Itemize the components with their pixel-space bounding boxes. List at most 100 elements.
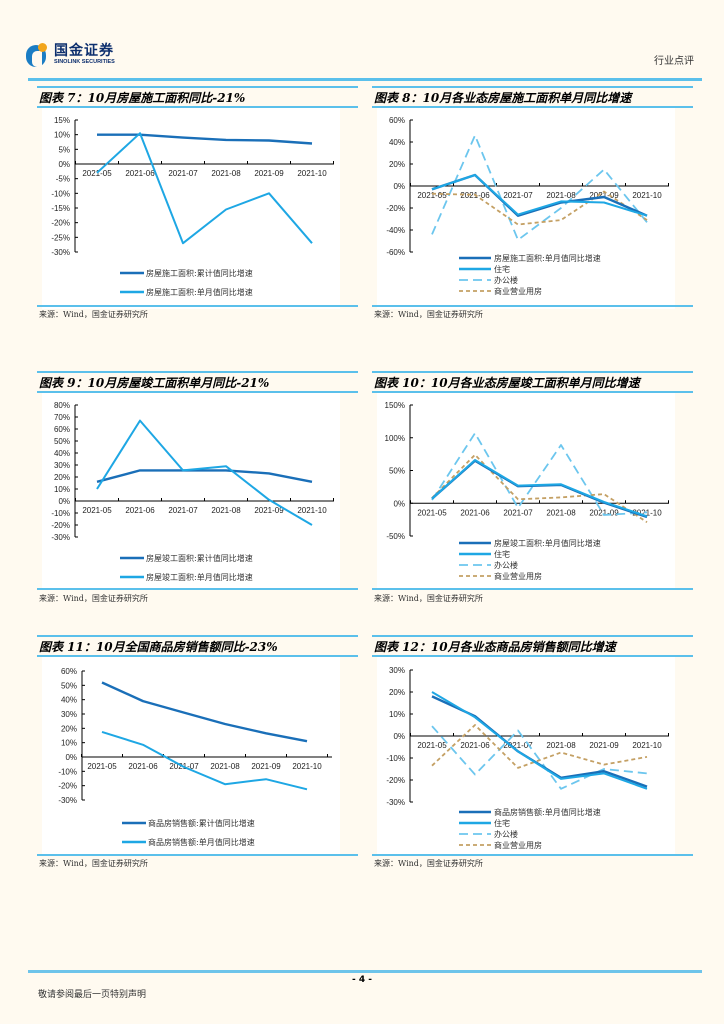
figure-panel-8: 图表 8：10月各业态房屋施工面积单月同比增速 60% 40% 20% 0% -20% -… xyxy=(372,84,693,324)
x-tick-label: 2021-08 xyxy=(211,506,241,515)
y-tick-label: 20% xyxy=(389,688,405,697)
y-tick-label: 30% xyxy=(54,461,70,470)
series-line-2 xyxy=(431,174,648,217)
y-tick-label: -30% xyxy=(51,533,70,542)
x-tick-label: 2021-08 xyxy=(546,741,576,750)
y-tick-label: -10% xyxy=(386,754,405,763)
y-tick-label: 50% xyxy=(54,437,70,446)
source-rule xyxy=(372,854,693,856)
logo-icon xyxy=(26,43,48,67)
chart-area: 60% 50% 40% 30% 20% 10% 0% -10% -20% -30% 2021-05 2… xyxy=(42,657,340,855)
series-line-2 xyxy=(96,132,313,245)
chart-area: 30% 20% 10% 0% -10% -20% -30% 2021-05 2021-06 202… xyxy=(377,657,675,855)
series-line-2 xyxy=(101,730,308,791)
x-tick-label: 2021-05 xyxy=(82,506,112,515)
line-chart: 30% 20% 10% 0% -10% -20% -30% 2021-05 2021-06 202… xyxy=(386,666,669,850)
legend-label: 住宅 xyxy=(494,549,510,559)
line-chart: 150% 100% 50% 0% -50% 2021-05 2021-06 2021-07 20… xyxy=(385,401,669,581)
x-tick-label: 2021-09 xyxy=(251,762,281,771)
chart-area: 150% 100% 50% 0% -50% 2021-05 2021-06 2021-07 20… xyxy=(377,393,675,589)
y-tick-label: -20% xyxy=(386,776,405,785)
x-tick-label: 2021-09 xyxy=(589,741,619,750)
y-tick-label: 0% xyxy=(58,497,70,506)
source-note: 来源：Wind，国金证券研究所 xyxy=(39,310,148,319)
legend-label: 商品房销售额:单月值同比增速 xyxy=(148,837,255,847)
figure-panel-11: 图表 11：10月全国商品房销售额同比-23% 60% 50% 40% 30% 20% 1… xyxy=(37,633,358,873)
legend-label: 房屋施工面积:单月值同比增速 xyxy=(146,287,253,297)
source-rule xyxy=(37,588,358,590)
y-tick-label: 0% xyxy=(393,182,405,191)
x-tick-label: 2021-10 xyxy=(632,508,662,517)
y-tick-label: 100% xyxy=(385,434,405,443)
legend-label: 房屋竣工面积:单月值同比增速 xyxy=(494,538,601,548)
source-note: 来源：Wind，国金证券研究所 xyxy=(374,859,483,868)
x-tick-label: 2021-07 xyxy=(503,741,533,750)
x-tick-label: 2021-06 xyxy=(125,169,155,178)
legend-label: 房屋竣工面积:累计值同比增速 xyxy=(146,553,253,563)
title-top-rule xyxy=(372,86,693,88)
source-note: 来源：Wind，国金证券研究所 xyxy=(39,594,148,603)
y-tick-label: 20% xyxy=(389,160,405,169)
line-chart: 80% 70% 60% 50% 40% 30% 20% 10% 0% -10% -20% -30% 20… xyxy=(51,401,334,582)
figure-panel-7: 图表 7：10月房屋施工面积同比-21% 15% 10% 5% 0% -5% -10% -1… xyxy=(37,84,358,324)
company-logo: 国金证券 SINOLINK SECURITIES xyxy=(26,40,115,70)
x-tick-label: 2021-10 xyxy=(632,191,662,200)
x-tick-label: 2021-09 xyxy=(589,191,619,200)
legend-label: 商品房销售额:累计值同比增速 xyxy=(148,818,255,828)
figure-title: 图表 12：10月各业态商品房销售额同比增速 xyxy=(374,640,616,654)
x-tick-label: 2021-09 xyxy=(589,508,619,517)
y-tick-label: 80% xyxy=(54,401,70,410)
x-tick-label: 2021-10 xyxy=(292,762,322,771)
x-tick-label: 2021-09 xyxy=(254,169,284,178)
series-line-1 xyxy=(96,469,313,483)
y-tick-label: -20% xyxy=(51,521,70,530)
x-tick-label: 2021-10 xyxy=(632,741,662,750)
legend-label: 商品房销售额:单月值同比增速 xyxy=(494,807,601,817)
source-note: 来源：Wind，国金证券研究所 xyxy=(39,859,148,868)
series-line-1 xyxy=(101,681,308,743)
y-tick-label: 30% xyxy=(61,710,77,719)
series-line-3 xyxy=(431,432,648,516)
report-type-label: 行业点评 xyxy=(654,56,694,67)
series-line-4 xyxy=(431,724,648,769)
x-tick-label: 2021-10 xyxy=(297,506,327,515)
y-tick-label: 0% xyxy=(65,753,77,762)
y-tick-label: -50% xyxy=(386,532,405,541)
y-tick-label: 10% xyxy=(54,131,70,140)
x-tick-label: 2021-05 xyxy=(417,741,447,750)
y-tick-label: 10% xyxy=(61,739,77,748)
y-tick-label: 40% xyxy=(54,449,70,458)
legend-label: 房屋施工面积:单月值同比增速 xyxy=(494,253,601,263)
legend-label: 办公楼 xyxy=(494,275,518,285)
chart-area: 60% 40% 20% 0% -20% -40% -60% 2021-05 2021-06 202… xyxy=(377,108,675,309)
series-line-4 xyxy=(431,453,648,523)
y-tick-label: -5% xyxy=(56,175,70,184)
source-rule xyxy=(37,305,358,307)
x-tick-label: 2021-08 xyxy=(546,508,576,517)
y-tick-label: -30% xyxy=(386,798,405,807)
legend-label: 住宅 xyxy=(494,264,510,274)
logo-english-name: SINOLINK SECURITIES xyxy=(54,59,115,66)
y-tick-label: 10% xyxy=(54,485,70,494)
y-tick-label: 20% xyxy=(54,473,70,482)
x-tick-label: 2021-07 xyxy=(168,506,198,515)
y-tick-label: 5% xyxy=(58,145,70,154)
y-tick-label: 40% xyxy=(61,696,77,705)
series-line-2 xyxy=(431,459,648,518)
x-tick-label: 2021-05 xyxy=(417,508,447,517)
chart-area: 15% 10% 5% 0% -5% -10% -15% -20% -25% -30% 2021-05… xyxy=(42,108,340,309)
y-tick-label: -20% xyxy=(58,782,77,791)
y-tick-label: -30% xyxy=(51,248,70,257)
legend-label: 住宅 xyxy=(494,818,510,828)
legend-label: 办公楼 xyxy=(494,560,518,570)
series-line-3 xyxy=(431,134,648,241)
line-chart: 60%40%20%0%-20%-40%-60%2021-05 2021-06 202… xyxy=(386,116,669,296)
figure-title: 图表 7：10月房屋施工面积同比-21% xyxy=(39,91,246,105)
y-tick-label: 150% xyxy=(385,401,405,410)
line-chart: 15% 10% 5% 0% -5% -10% -15% -20% -25% -30% 2021-05… xyxy=(51,116,334,297)
legend-label: 办公楼 xyxy=(494,829,518,839)
y-tick-label: 40% xyxy=(389,138,405,147)
y-tick-label: -40% xyxy=(386,226,405,235)
source-note: 来源：Wind，国金证券研究所 xyxy=(374,310,483,319)
line-chart: 60% 50% 40% 30% 20% 10% 0% -10% -20% -30% 2021-05 2… xyxy=(58,667,332,847)
